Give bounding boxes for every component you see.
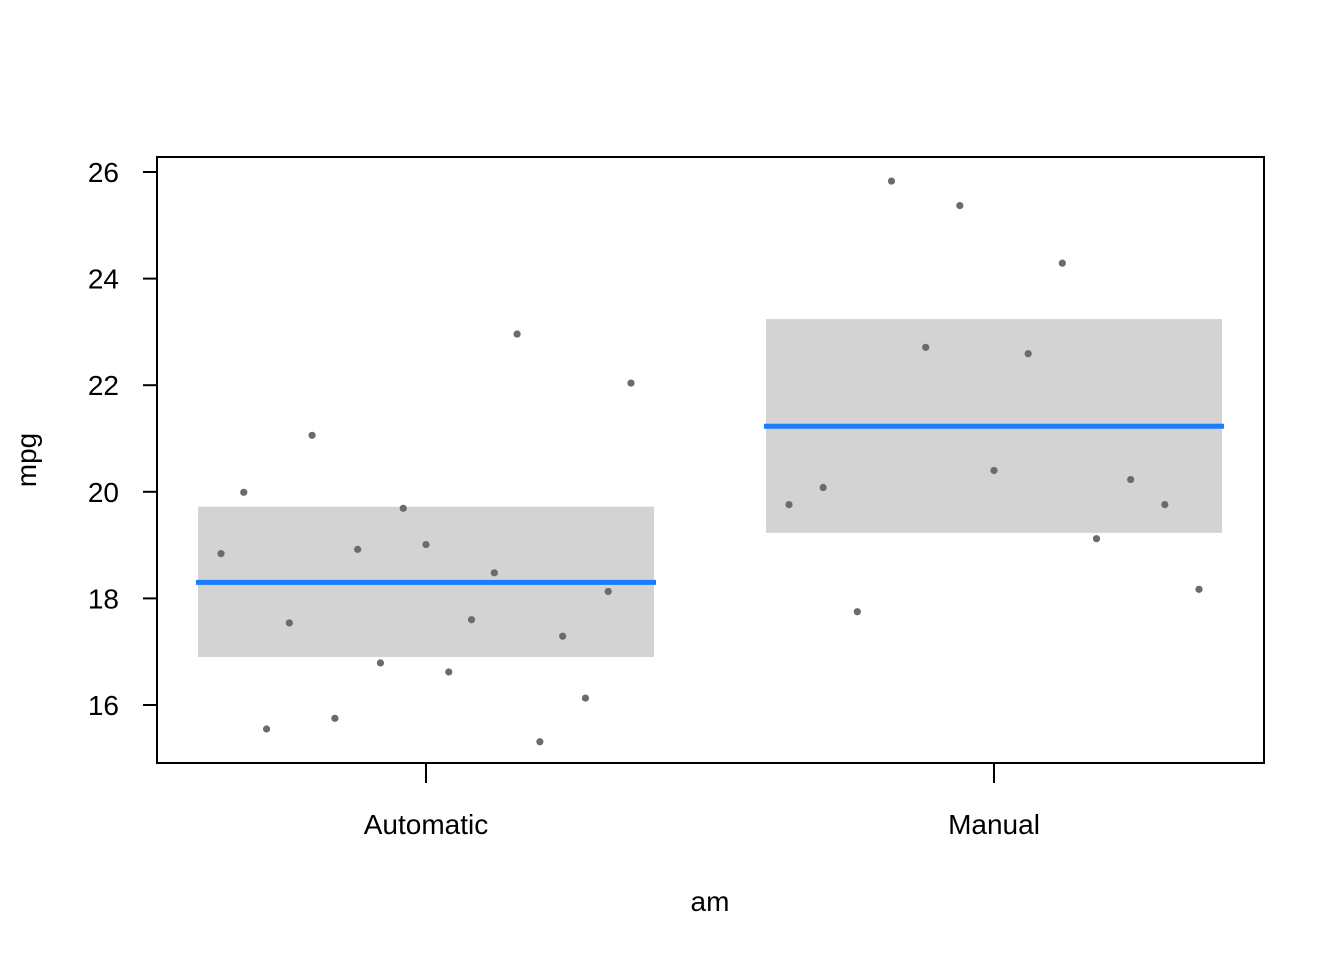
data-point — [922, 343, 930, 351]
data-point — [513, 330, 521, 338]
y-tick-label: 16 — [88, 690, 119, 721]
data-point — [1195, 585, 1203, 593]
x-tick-label: Manual — [948, 809, 1040, 840]
y-tick-label: 20 — [88, 477, 119, 508]
data-point — [262, 725, 271, 733]
data-point — [331, 714, 339, 722]
data-point — [559, 632, 567, 640]
data-point — [887, 177, 896, 185]
x-axis: Automatic Manual — [364, 763, 1040, 840]
data-point — [785, 500, 793, 509]
data-point — [445, 668, 453, 676]
x-tick-label: Automatic — [364, 809, 489, 840]
data-point — [604, 587, 612, 596]
data-point — [819, 483, 827, 492]
y-tick-label: 26 — [88, 157, 119, 188]
data-point — [285, 619, 293, 627]
y-tick-label: 24 — [88, 264, 119, 295]
data-point — [422, 540, 430, 549]
y-axis: 16 18 20 22 24 26 — [88, 157, 157, 721]
data-point — [308, 431, 316, 439]
data-point — [399, 504, 407, 512]
data-point — [1058, 259, 1066, 267]
y-axis-title: mpg — [11, 433, 42, 487]
y-tick-label: 18 — [88, 583, 119, 614]
y-tick-label: 22 — [88, 370, 119, 401]
data-point — [581, 694, 590, 702]
data-point — [217, 550, 225, 558]
data-point — [853, 608, 861, 616]
data-point — [467, 616, 476, 624]
data-point — [376, 659, 385, 667]
data-point — [1161, 500, 1169, 509]
data-point — [1092, 535, 1101, 543]
plot-frame — [156, 156, 1265, 764]
data-point — [536, 738, 544, 746]
data-point — [990, 466, 998, 475]
fit-lines — [196, 423, 1224, 585]
data-point — [1024, 350, 1032, 358]
data-point — [240, 488, 248, 496]
data-point — [490, 569, 498, 577]
data-point — [956, 201, 964, 210]
data-point — [627, 379, 635, 387]
x-axis-title: am — [691, 886, 730, 917]
data-point — [1127, 475, 1135, 484]
data-points — [217, 177, 1203, 746]
data-point — [354, 545, 362, 553]
